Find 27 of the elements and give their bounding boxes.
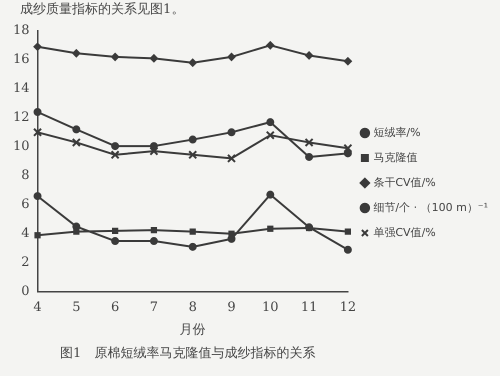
legend-label: 条干CV值/% bbox=[373, 176, 436, 189]
x-tick-label: 10 bbox=[262, 300, 279, 315]
y-tick-label: 4 bbox=[21, 226, 30, 242]
y-tick-label: 10 bbox=[12, 139, 30, 154]
y-tick-label: 0 bbox=[21, 284, 30, 300]
y-tick-label: 6 bbox=[21, 197, 30, 212]
y-tick-label: 12 bbox=[12, 110, 30, 126]
y-tick-label: 16 bbox=[12, 52, 30, 68]
x-tick-label: 8 bbox=[188, 300, 197, 315]
x-tick-label: 9 bbox=[227, 300, 236, 315]
x-tick-label: 4 bbox=[33, 300, 42, 315]
y-tick-label: 8 bbox=[21, 168, 30, 184]
y-tick-label: 18 bbox=[12, 23, 30, 38]
y-tick-label: 14 bbox=[12, 81, 30, 96]
x-tick-label: 6 bbox=[110, 300, 120, 315]
x-axis-title: 月份 bbox=[180, 322, 206, 338]
legend-label: 单强CV值/% bbox=[373, 226, 436, 239]
legend-label: 短绒率/% bbox=[373, 126, 421, 139]
legend-label: 细节/个 · （100 m）⁻¹ bbox=[373, 200, 488, 214]
caption: 图1 原棉短绒率马克隆值与成纱指标的关系 bbox=[59, 345, 316, 362]
x-tick-label: 12 bbox=[340, 300, 356, 315]
text: 成纱质量指标的关系见图1。 bbox=[19, 1, 186, 19]
y-tick-label: 2 bbox=[21, 255, 30, 270]
x-tick-label: 5 bbox=[72, 300, 80, 315]
x-tick-label: 7 bbox=[150, 300, 158, 315]
x-tick-label: 11 bbox=[300, 300, 318, 315]
legend-label: 马克隆值 bbox=[373, 150, 418, 164]
